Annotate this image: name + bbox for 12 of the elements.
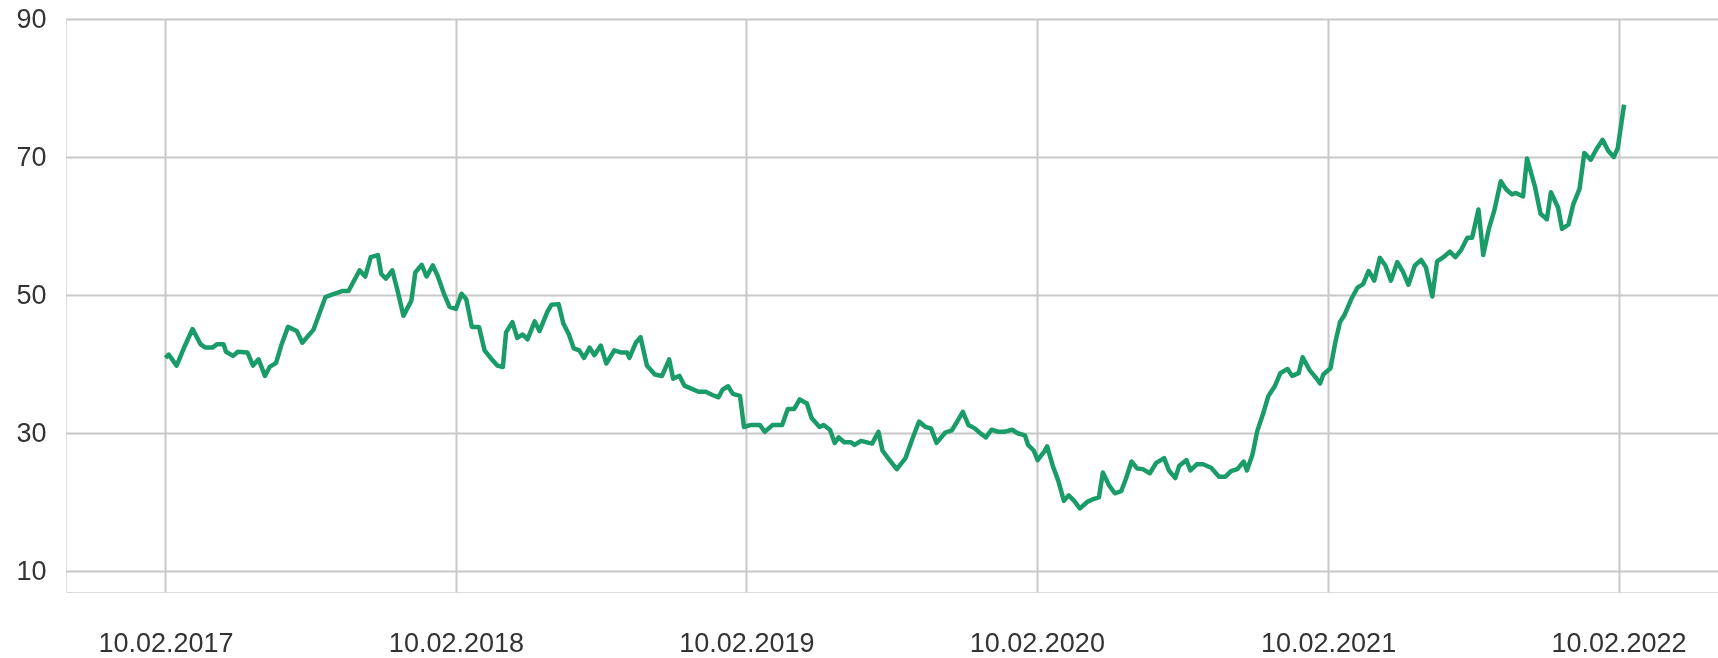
y-tick-label: 70 — [16, 141, 47, 172]
x-tick-label: 10.02.2019 — [679, 627, 815, 658]
x-tick-label: 10.02.2020 — [969, 627, 1105, 658]
x-tick-label: 10.02.2017 — [98, 627, 234, 658]
x-tick-label: 10.02.2018 — [388, 627, 524, 658]
y-tick-label: 10 — [16, 555, 47, 586]
x-tick-label: 10.02.2021 — [1261, 627, 1397, 658]
line-series — [163, 102, 1627, 511]
y-tick-label: 90 — [16, 3, 47, 34]
x-tick-label: 10.02.2022 — [1551, 627, 1687, 658]
y-tick-label: 30 — [16, 417, 47, 448]
y-tick-label: 50 — [16, 279, 47, 310]
